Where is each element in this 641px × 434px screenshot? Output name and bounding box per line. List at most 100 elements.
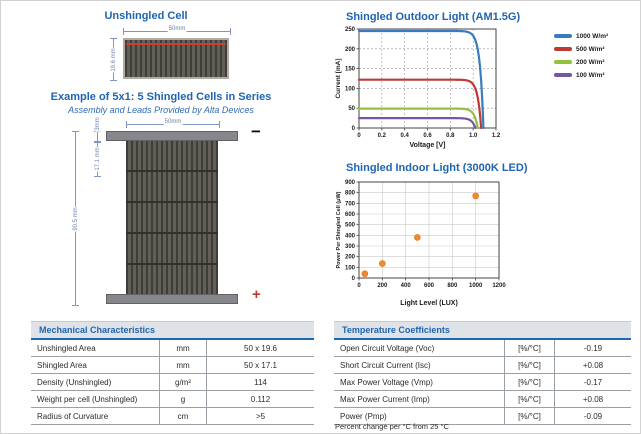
table-row: Density (Unshingled) g/m² 114 [31,374,314,391]
cell-height-label: 17.1 mm [94,146,101,172]
table-cell: -0.17 [554,374,631,390]
table-cell: [%/°C] [504,340,554,356]
table-row: Short Circuit Current (Isc) [%/°C] +0.08 [334,357,631,374]
table-cell: [%/°C] [504,357,554,373]
svg-text:500: 500 [345,223,356,229]
legend-swatch [554,47,572,51]
svg-text:Light Level (LUX): Light Level (LUX) [400,300,458,307]
table-cell: Weight per cell (Unshingled) [37,395,138,404]
svg-text:1.0: 1.0 [469,133,478,139]
indoor-chart-title: Shingled Indoor Light (3000K LED) [346,162,528,174]
shingled-width-dimension: 50mm [126,119,220,128]
table-cell: +0.08 [554,391,631,407]
table-row: Max Power Voltage (Vmp) [%/°C] -0.17 [334,374,631,391]
table-row: Power (Pmp) [%/°C] -0.09 [334,408,631,425]
svg-text:600: 600 [345,212,356,218]
svg-text:0: 0 [357,133,361,139]
shingle-segment [126,232,218,263]
legend-label: 500 W/m² [576,45,605,53]
legend-swatch [554,60,572,64]
table-cell: [%/°C] [504,408,554,424]
svg-text:800: 800 [447,283,458,289]
temperature-coefficients-table: Temperature Coefficients Open Circuit Vo… [334,321,631,425]
svg-text:600: 600 [424,283,435,289]
cell-height-dimension: 17.1 mm [94,141,101,177]
unshingled-cell-title: Unshingled Cell [104,10,188,22]
temperature-footnote: Percent change per °C from 25 °C [335,422,449,431]
outdoor-iv-chart: 0 0.2 0.4 0.6 0.8 1.0 1.2 0 50 100 150 200 250 Voltag… [332,24,522,150]
unshingled-width-dimension: 50mm [123,26,231,35]
total-height-label: 90.5 mm [72,205,79,232]
table-cell: mm [159,357,206,373]
svg-text:900: 900 [345,180,356,186]
table-cell: Density (Unshingled) [37,378,112,387]
svg-text:1.2: 1.2 [492,133,501,139]
unshingled-height-dimension: 19.6 mm [110,38,117,81]
svg-text:0: 0 [352,276,356,282]
table-cell: cm [159,408,206,424]
legend-item: 1000 W/m² [554,32,608,40]
svg-text:0: 0 [352,126,356,132]
svg-text:800: 800 [345,191,356,197]
table-cell: Max Power Current (Imp) [340,395,430,404]
table-row: Weight per cell (Unshingled) g 0.112 [31,391,314,408]
unshingled-width-label: 50mm [167,26,187,32]
svg-text:0.4: 0.4 [400,133,409,139]
svg-text:0.8: 0.8 [446,133,455,139]
svg-text:200: 200 [345,255,356,261]
legend-item: 200 W/m² [554,58,608,66]
indoor-scatter-chart: 0 200 400 600 800 1000 1200 0 100 200 300 400 500 600… [332,176,522,308]
shingle-segment [126,263,218,294]
temperature-table-title: Temperature Coefficients [334,321,631,340]
svg-text:Current [mA]: Current [mA] [335,58,342,98]
table-cell: 50 x 17.1 [206,357,314,373]
svg-text:1200: 1200 [492,283,506,289]
svg-text:200: 200 [377,283,388,289]
table-cell: g [159,391,206,407]
outdoor-chart-title: Shingled Outdoor Light (AM1.5G) [346,11,521,23]
shingle-segment [126,170,218,201]
table-cell: Short Circuit Current (Isc) [340,361,431,370]
legend-label: 1000 W/m² [576,32,609,40]
svg-text:300: 300 [345,244,356,250]
temperature-table-body: Open Circuit Voltage (Voc) [%/°C] -0.19 Sho… [334,340,631,425]
table-row: Unshingled Area mm 50 x 19.6 [31,340,314,357]
positive-terminal-symbol: + [252,286,261,303]
table-row: Shingled Area mm 50 x 17.1 [31,357,314,374]
shingle-segment [126,141,218,170]
table-row: Open Circuit Voltage (Voc) [%/°C] -0.19 [334,340,631,357]
svg-text:50: 50 [348,106,355,112]
bottom-lead-bar [106,294,238,304]
legend-swatch [554,73,572,77]
mechanical-characteristics-table: Mechanical Characteristics Unshingled Ar… [31,321,314,425]
total-height-dimension: 90.5 mm [72,131,79,306]
svg-text:0: 0 [357,283,361,289]
mechanical-table-body: Unshingled Area mm 50 x 19.6 Shingled Area m… [31,340,314,425]
legend-label: 100 W/m² [576,71,605,79]
table-cell: Radius of Curvature [37,412,109,421]
table-cell: Max Power Voltage (Vmp) [340,378,433,387]
mechanical-table-title: Mechanical Characteristics [31,321,314,340]
unshingled-cell-diagram [123,38,229,79]
top-lead-bar [106,131,238,141]
lead-height-label: 3mm [94,116,101,132]
shingled-cells-diagram [126,141,218,294]
legend-swatch [554,34,572,38]
svg-text:400: 400 [345,233,356,239]
table-cell: >5 [206,408,314,424]
table-cell: -0.09 [554,408,631,424]
table-cell: -0.19 [554,340,631,356]
shingle-segment [126,201,218,232]
unshingled-height-label: 19.6 mm [110,46,117,73]
table-cell: 114 [206,374,314,390]
table-cell: Unshingled Area [37,344,96,353]
shingled-example-subtitle: Assembly and Leads Provided by Alta Devi… [68,105,254,115]
table-cell: 50 x 19.6 [206,340,314,356]
legend-item: 100 W/m² [554,71,608,79]
svg-text:0.6: 0.6 [423,133,432,139]
table-row: Max Power Current (Imp) [%/°C] +0.08 [334,391,631,408]
svg-text:400: 400 [401,283,412,289]
svg-text:100: 100 [345,265,356,271]
svg-text:150: 150 [345,67,356,73]
